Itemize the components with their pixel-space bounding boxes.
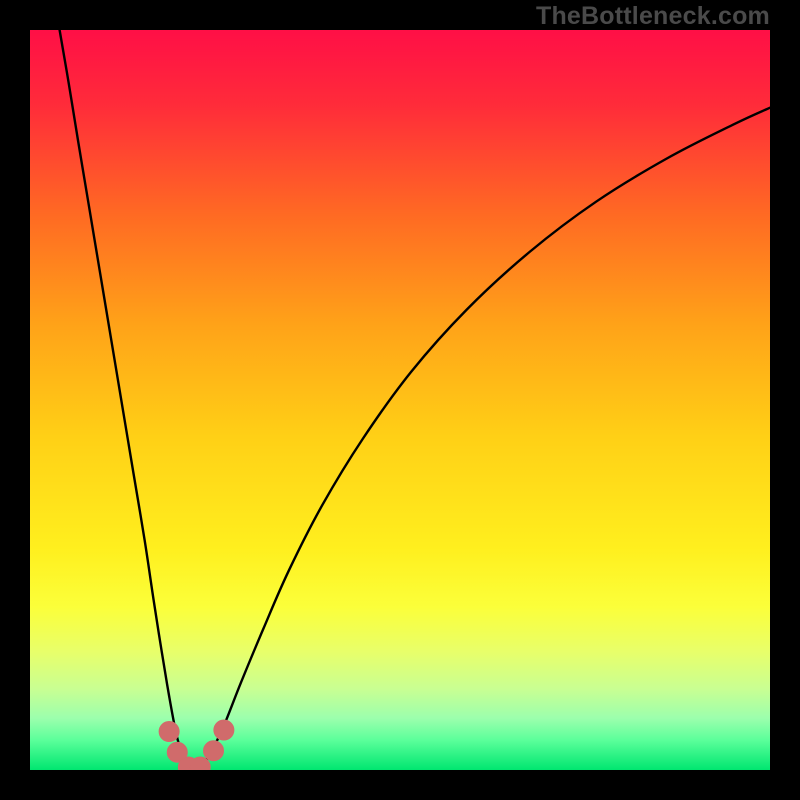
bottleneck-curve: [60, 30, 770, 770]
chart-frame: TheBottleneck.com: [0, 0, 800, 800]
base-marker: [159, 722, 179, 742]
plot-area: [30, 30, 770, 770]
base-markers: [159, 720, 234, 770]
curve-layer: [30, 30, 770, 770]
base-marker: [214, 720, 234, 740]
base-marker: [204, 741, 224, 761]
watermark-text: TheBottleneck.com: [536, 2, 770, 31]
